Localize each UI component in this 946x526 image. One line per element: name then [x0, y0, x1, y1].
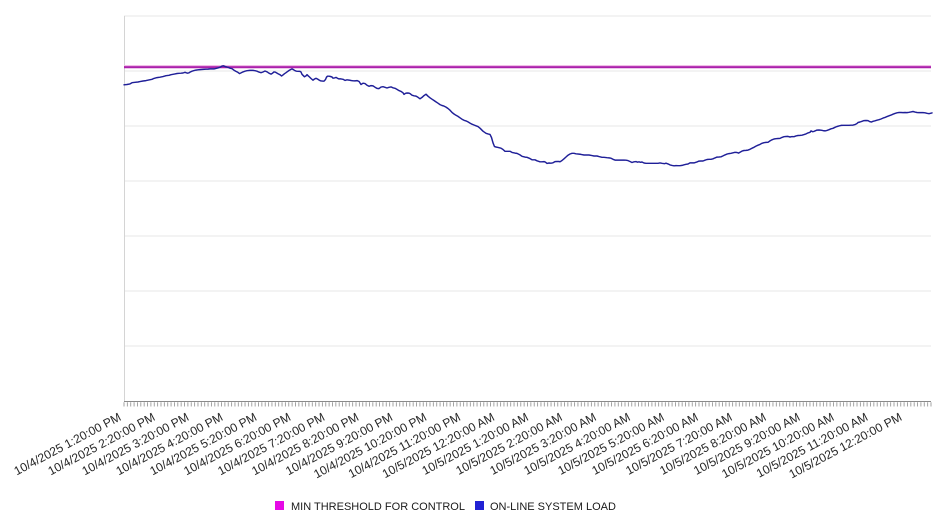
svg-text:ON-LINE SYSTEM LOAD: ON-LINE SYSTEM LOAD [490, 501, 616, 513]
svg-text:MIN THRESHOLD FOR CONTROL: MIN THRESHOLD FOR CONTROL [291, 501, 465, 513]
